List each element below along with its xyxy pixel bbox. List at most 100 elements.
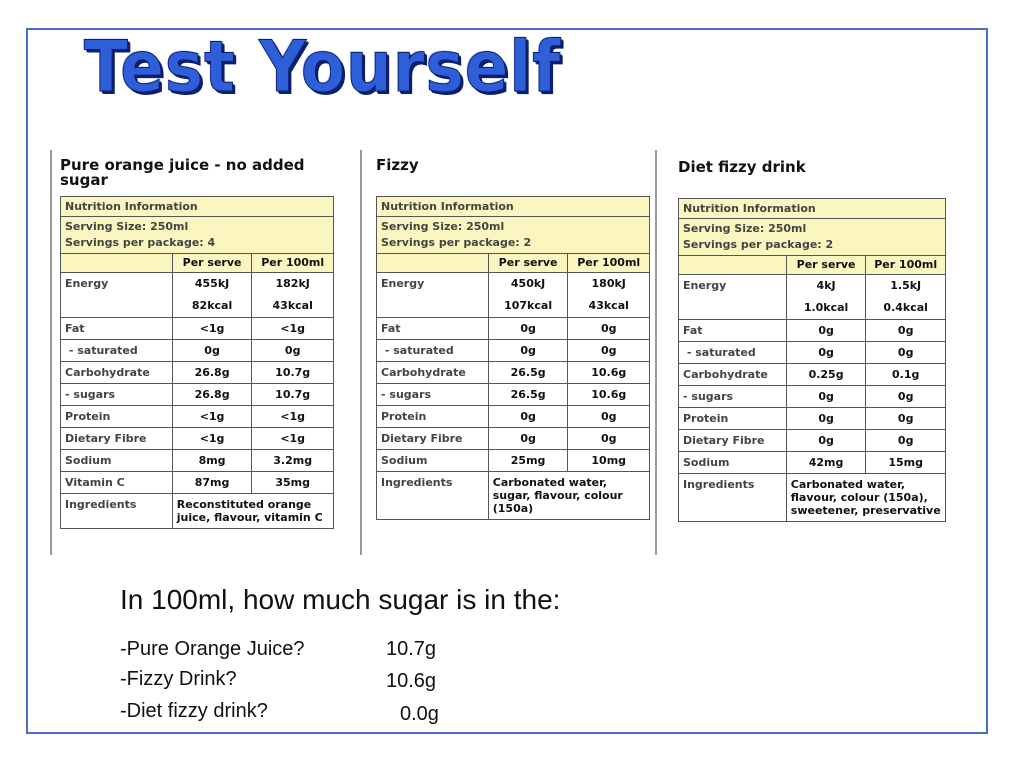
row-per100: 10.6g [567,383,650,406]
servings-per-package: Servings per package: 4 [65,236,216,249]
slide-title: Test Yourself [84,26,562,108]
row-label: Dietary Fibre [678,429,787,452]
table-row: Fat 0g 0g [678,319,946,342]
energy-per100-kcal: 43kcal [588,299,629,312]
row-label: Carbohydrate [678,363,787,386]
table-row: Fat <1g <1g [60,317,334,340]
table-row: Protein <1g <1g [60,405,334,428]
row-label: Dietary Fibre [60,427,173,450]
panel-title: Diet fizzy drink [678,158,806,176]
col-per-serve: Per serve [171,253,253,273]
row-label: Vitamin C [60,471,173,494]
nutrition-table: Nutrition Information Serving Size: 250m… [60,196,335,529]
table-row: Dietary Fibre 0g 0g [678,429,946,452]
ingredients-text: Carbonated water, sugar, flavour, colour… [487,471,651,520]
table-row: Dietary Fibre 0g 0g [376,427,650,450]
energy-per100: 182kJ 43kcal [251,272,334,318]
energy-label: Energy [678,274,787,320]
row-serve: <1g [171,317,253,340]
row-label: Dietary Fibre [376,427,489,450]
ingredients-label: Ingredients [60,493,173,529]
row-serve: 0g [171,339,253,362]
col-per-100ml: Per 100ml [251,253,334,273]
energy-serve-kcal: 82kcal [191,299,233,312]
energy-serve: 455kJ 82kcal [171,272,253,318]
row-label: Fat [60,317,173,340]
row-per100: 0g [567,427,650,450]
table-row: Carbohydrate 26.8g 10.7g [60,361,334,384]
row-serve: <1g [171,427,253,450]
row-per100: 3.2mg [251,449,334,472]
energy-per100-kcal: 0.4kcal [883,301,928,314]
row-label: - sugars [60,383,173,406]
divider-mid [360,150,362,555]
energy-serve-kcal: 1.0kcal [803,301,849,314]
table-row: Dietary Fibre <1g <1g [60,427,334,450]
table-row: - saturated 0g 0g [60,339,334,362]
answer-value: 10.7g [386,638,437,660]
row-label: Carbohydrate [376,361,489,384]
row-per100: 15mg [865,451,946,474]
row-label: Sodium [376,449,489,472]
ingredients-text: Reconstituted orange juice, flavour, vit… [171,493,335,529]
row-serve: 0g [785,341,867,364]
ingredients-label: Ingredients [678,473,787,522]
row-per100: 0g [865,319,946,342]
table-row: Carbohydrate 0.25g 0.1g [678,363,946,386]
row-serve: 0g [487,339,569,362]
row-serve: 26.5g [487,361,569,384]
table-row: - saturated 0g 0g [678,341,946,364]
energy-per100: 1.5kJ 0.4kcal [865,274,946,320]
row-serve: 26.8g [171,383,253,406]
row-label: Sodium [678,451,787,474]
row-serve: 0g [487,405,569,428]
row-label: Protein [678,407,787,430]
table-row: - sugars 26.8g 10.7g [60,383,334,406]
nutrition-header: Nutrition Information [376,196,650,217]
row-label: - saturated [376,339,489,362]
row-per100: 0g [865,407,946,430]
energy-per100: 180kJ 43kcal [567,272,650,318]
row-per100: 0g [865,385,946,408]
table-row: Protein 0g 0g [678,407,946,430]
row-serve: 8mg [171,449,253,472]
row-per100: 0.1g [865,363,946,386]
row-label: Carbohydrate [60,361,173,384]
table-row: Sodium 42mg 15mg [678,451,946,474]
energy-serve-kcal: 107kcal [504,299,553,312]
row-serve: 0g [785,385,867,408]
row-serve: <1g [171,405,253,428]
row-serve: 26.5g [487,383,569,406]
row-label: Protein [60,405,173,428]
answer-value: 0.0g [400,703,439,725]
row-label: - saturated [60,339,173,362]
row-per100: <1g [251,427,334,450]
row-serve: 0g [785,429,867,452]
col-per-100ml: Per 100ml [567,253,650,273]
table-row: Fat 0g 0g [376,317,650,340]
divider-left [50,150,52,555]
table-row: - saturated 0g 0g [376,339,650,362]
energy-serve-kj: 455kJ [194,277,230,290]
row-per100: 10.6g [567,361,650,384]
answer-question: -Pure Orange Juice? [120,638,305,660]
nutrition-table: Nutrition Information Serving Size: 250m… [376,196,651,520]
row-label: Sodium [60,449,173,472]
row-per100: 10mg [567,449,650,472]
label-panel-diet-fizzy: Diet fizzy drink Nutrition Information S… [678,158,947,522]
col-per-serve: Per serve [785,255,867,275]
row-serve: 0g [785,407,867,430]
energy-serve-kj: 450kJ [510,277,546,290]
nutrition-table: Nutrition Information Serving Size: 250m… [678,198,947,522]
col-per-100ml: Per 100ml [865,255,946,275]
row-per100: 0g [251,339,334,362]
energy-label: Energy [376,272,489,318]
row-serve: 0.25g [785,363,867,386]
servings-per-package: Servings per package: 2 [683,238,834,251]
serving-size: Serving Size: 250ml [381,220,505,233]
row-serve: 42mg [785,451,867,474]
energy-per100-kj: 180kJ [591,277,626,290]
energy-serve-kj: 4kJ [816,279,836,292]
row-per100: 0g [567,405,650,428]
row-per100: 0g [567,317,650,340]
